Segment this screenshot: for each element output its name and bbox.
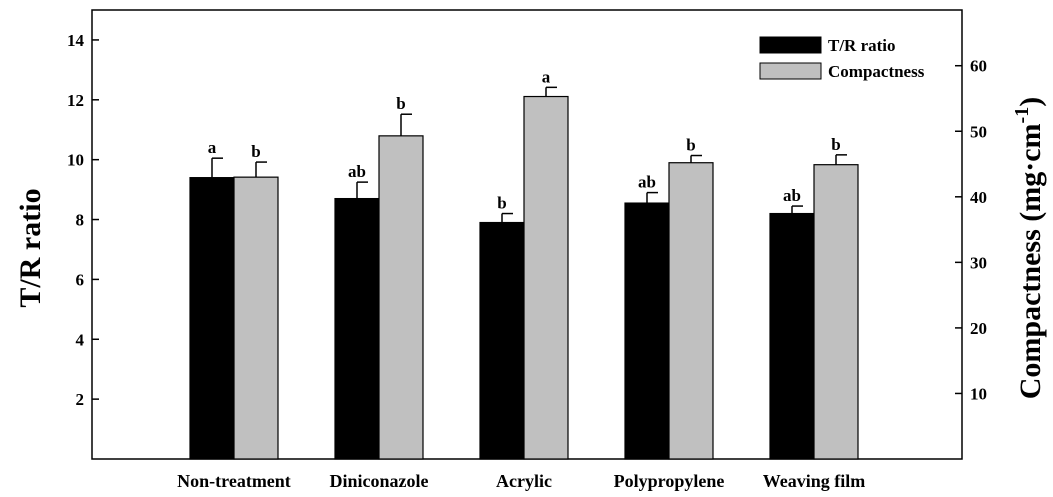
- bar: [624, 202, 670, 460]
- y-right-tick-label: 60: [970, 57, 987, 76]
- category-label: Diniconazole: [330, 471, 429, 491]
- significance-label: b: [831, 135, 840, 154]
- y-axis-right-title-superscript: -1: [1011, 107, 1033, 124]
- bar: [769, 212, 815, 460]
- y-right-tick-label: 40: [970, 188, 987, 207]
- y-left-tick-label: 8: [76, 211, 85, 230]
- significance-label: b: [686, 136, 695, 155]
- y-left-tick-label: 12: [67, 91, 84, 110]
- legend-swatch-compactness: [759, 62, 822, 80]
- legend: T/R ratio Compactness: [759, 36, 925, 81]
- category-label: Polypropylene: [614, 471, 725, 491]
- significance-label: a: [542, 67, 551, 86]
- y-axis-right-title: Compactness (mg·cm-1): [1011, 97, 1047, 399]
- bar: [334, 197, 380, 460]
- bar: [479, 221, 525, 460]
- category-label: Weaving film: [763, 471, 866, 491]
- y-left-tick-label: 6: [76, 270, 85, 289]
- significance-label: ab: [783, 186, 801, 205]
- category-labels: Non-treatment Diniconazole Acrylic Polyprop…: [177, 471, 865, 491]
- y-left-tick-label: 2: [76, 390, 85, 409]
- significance-label: a: [208, 138, 217, 157]
- bar: [189, 177, 235, 460]
- y-left-tick-label: 10: [67, 151, 84, 170]
- bar: [378, 135, 424, 460]
- category-label: Non-treatment: [177, 471, 291, 491]
- bar: [813, 164, 859, 460]
- significance-label: b: [497, 194, 506, 213]
- y-left-tick-label: 4: [76, 330, 85, 349]
- y-right-tick-label: 30: [970, 253, 987, 272]
- y-axis-left-title: T/R ratio: [14, 188, 47, 307]
- legend-swatch-tr-ratio: [759, 36, 822, 54]
- y-axis-right-title-close: ): [1014, 97, 1047, 107]
- y-right-tick-label: 10: [970, 384, 987, 403]
- bar: [668, 162, 714, 460]
- bar: [523, 95, 569, 460]
- axis-ticks: 2 4 6 8 10 12 14 10 20 30 40 50 60: [67, 31, 987, 409]
- legend-label-compactness: Compactness: [828, 62, 925, 81]
- y-right-tick-label: 20: [970, 319, 987, 338]
- y-axis-right-title-main: Compactness (mg·cm: [1014, 123, 1047, 399]
- significance-label: b: [396, 94, 405, 113]
- significance-label: ab: [348, 162, 366, 181]
- legend-label-tr-ratio: T/R ratio: [828, 36, 896, 55]
- significance-label: b: [251, 142, 260, 161]
- bar: [233, 176, 279, 460]
- y-left-tick-label: 14: [67, 31, 85, 50]
- category-label: Acrylic: [496, 471, 552, 491]
- y-right-tick-label: 50: [970, 122, 987, 141]
- significance-label: ab: [638, 173, 656, 192]
